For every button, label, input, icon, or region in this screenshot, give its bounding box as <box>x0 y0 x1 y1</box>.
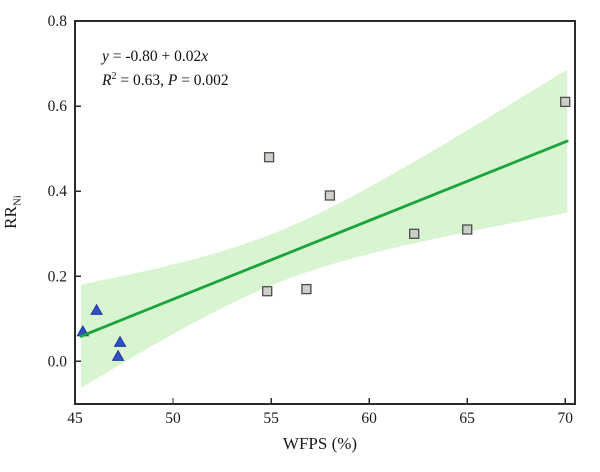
y-axis-title-subscript: Ni <box>11 195 24 207</box>
y-axis-title-main: RR <box>1 206 20 229</box>
square-data-point <box>462 224 473 235</box>
regression-line <box>79 139 569 338</box>
triangle-data-point <box>113 335 127 347</box>
y-tick-label: 0.4 <box>48 183 68 200</box>
square-data-point <box>324 190 336 201</box>
confidence-band <box>80 69 568 388</box>
plot-frame <box>74 20 576 405</box>
triangle-data-point <box>111 349 125 361</box>
square-data-point <box>263 152 275 163</box>
regression-stats: R2 = 0.63, P = 0.002 <box>102 70 229 89</box>
square-data-point <box>560 96 571 108</box>
x-tick-label: 60 <box>361 410 377 427</box>
square-data-point <box>301 283 312 295</box>
triangle-data-point <box>90 303 103 315</box>
regression-equation: y = -0.80 + 0.02x <box>102 48 209 65</box>
x-tick-label: 45 <box>67 410 83 427</box>
y-tick-label: 0.2 <box>48 268 67 285</box>
x-axis-title: WFPS (%) <box>282 434 358 453</box>
x-tick-label: 65 <box>459 410 475 427</box>
square-data-point <box>262 286 273 297</box>
x-tick-label: 50 <box>165 410 181 427</box>
y-tick-label: 0.8 <box>48 13 68 30</box>
y-tick-label: 0.0 <box>48 353 68 370</box>
y-axis-title: RRNi <box>1 152 25 272</box>
x-tick-label: 70 <box>557 410 573 427</box>
square-data-point <box>409 228 420 239</box>
x-tick-label: 55 <box>263 410 279 427</box>
regression-annotation: y = -0.80 + 0.02x R2 = 0.63, P = 0.002 <box>102 47 229 90</box>
y-tick-label: 0.6 <box>48 98 68 115</box>
